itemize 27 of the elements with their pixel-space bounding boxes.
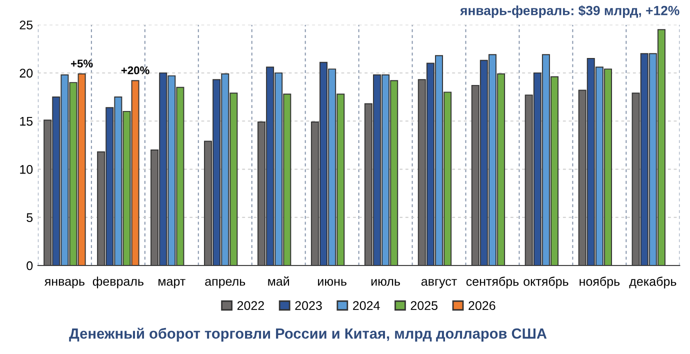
y-tick-label: 10	[20, 165, 33, 174]
annotation: +20%	[121, 66, 150, 74]
text: Денежный оборот торговли России и Китая, млрд долларов США	[69, 328, 547, 342]
y-tick-label: 20	[20, 68, 33, 78]
text: январь-февраль: $39 млрд, +12%	[460, 5, 680, 18]
legend-label: 2024	[353, 301, 380, 310]
legend-label: 2022	[237, 301, 264, 310]
legend-label: 2025	[410, 301, 438, 310]
x-tick-label: февраль	[92, 276, 144, 288]
y-tick-label: 0	[26, 261, 33, 270]
legend-label: 2023	[295, 301, 322, 310]
annotation: +5%	[70, 60, 93, 68]
x-tick-label: апрель	[205, 278, 246, 288]
x-tick-label: июнь	[318, 278, 346, 286]
x-tick-label: сентябрь	[466, 276, 519, 288]
y-tick-label: 15	[20, 117, 33, 126]
x-tick-label: март	[158, 278, 186, 288]
x-tick-label: декабрь	[629, 276, 676, 288]
y-tick-label: 25	[20, 20, 33, 30]
x-tick-label: октябрь	[524, 276, 568, 288]
legend-label: 2026	[468, 301, 496, 310]
x-tick-label: ноябрь	[580, 276, 620, 288]
x-tick-label: май	[268, 276, 289, 286]
x-tick-label: январь	[44, 278, 84, 288]
y-tick-label: 5	[26, 213, 33, 222]
x-tick-label: август	[421, 278, 457, 288]
x-tick-label: июль	[371, 278, 400, 286]
